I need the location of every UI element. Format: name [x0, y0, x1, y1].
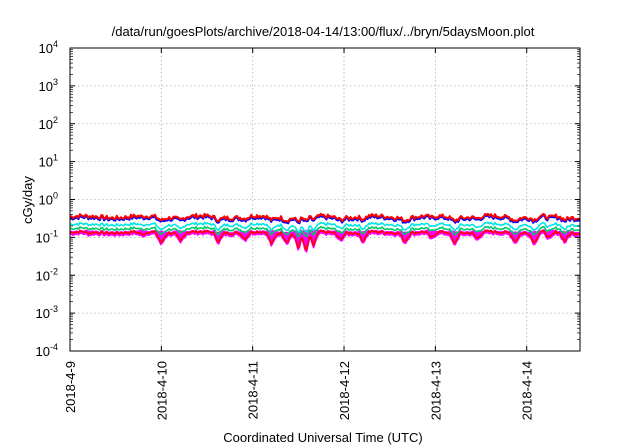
x-tick-label: 2018-4-9 [63, 361, 78, 413]
chart-title: /data/run/goesPlots/archive/2018-04-14/1… [112, 24, 535, 39]
y-tick-label: 101 [39, 153, 58, 170]
x-axis-label: Coordinated Universal Time (UTC) [223, 430, 422, 445]
series-line-1 [69, 229, 581, 251]
y-tick-label: 104 [39, 39, 58, 56]
series-line-5 [69, 212, 581, 223]
x-tick-label: 2018-4-13 [428, 361, 443, 420]
y-tick-label: 10-4 [36, 342, 58, 359]
series-line-2 [69, 225, 581, 238]
y-tick-label: 10-1 [36, 228, 58, 245]
y-tick-label: 10-2 [36, 266, 58, 283]
y-axis: 10-4 10-3 10-2 10-1 100 101 102 103 104 [36, 39, 580, 359]
x-tick-label: 2018-4-10 [154, 361, 169, 420]
y-axis-label: cGy/day [20, 176, 35, 224]
y-tick-label: 100 [39, 191, 58, 208]
series-line-3 [69, 221, 581, 233]
x-tick-label: 2018-4-12 [337, 361, 352, 420]
x-tick-label: 2018-4-11 [246, 361, 261, 419]
grid [70, 48, 580, 351]
series-line-0 [69, 231, 581, 253]
x-axis: 2018-4-9 2018-4-10 2018-4-11 2018-4-12 2018-… [63, 48, 535, 420]
y-tick-label: 10-3 [36, 304, 58, 321]
y-tick-label: 102 [39, 115, 58, 132]
series-layer [69, 212, 581, 253]
y-tick-label: 103 [39, 77, 58, 94]
x-tick-label: 2018-4-14 [520, 361, 535, 420]
